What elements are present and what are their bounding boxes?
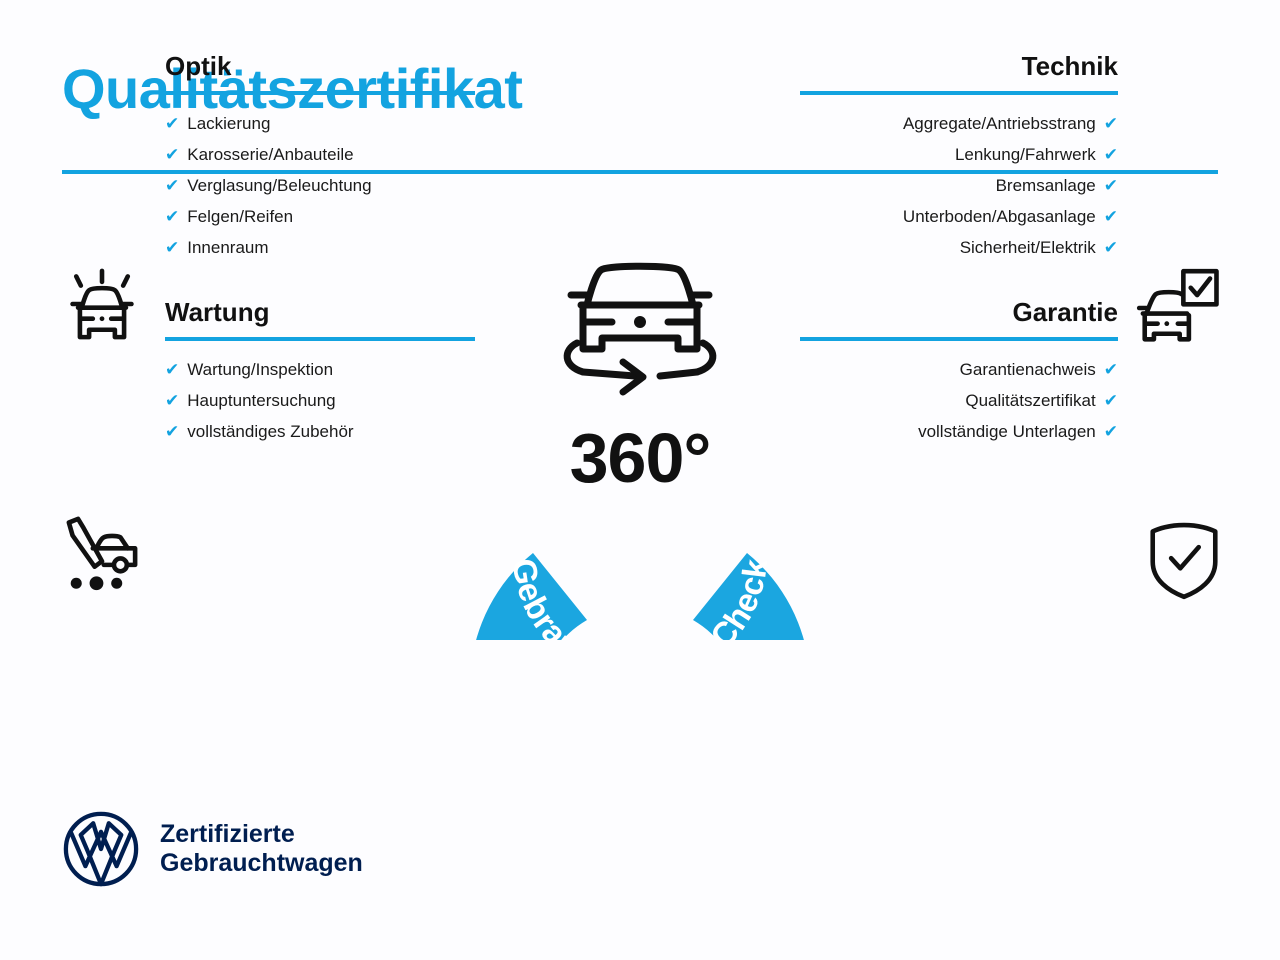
list-item-label: vollständige Unterlagen (918, 421, 1096, 441)
section-optik: Optik ✔ Lackierung ✔ Karosserie/Anbautei… (165, 52, 475, 272)
footer-line-1: Zertifizierte (160, 820, 295, 849)
list-item: ✔ Felgen/Reifen (165, 208, 475, 225)
check-icon: ✔ (1103, 421, 1118, 441)
list-item: ✔ Innenraum (165, 239, 475, 256)
list-item: Sicherheit/Elektrik ✔ (800, 239, 1118, 256)
check-icon: ✔ (1103, 113, 1118, 133)
section-technik-heading: Technik (1021, 51, 1118, 81)
section-garantie-list: Garantienachweis ✔ Qualitätszertifikat ✔… (800, 361, 1118, 440)
list-item-label: Bremsanlage (995, 175, 1096, 195)
check-icon: ✔ (1103, 175, 1118, 195)
check-icon: ✔ (165, 237, 180, 257)
check-icon: ✔ (1103, 237, 1118, 257)
list-item: Garantienachweis ✔ (800, 361, 1118, 378)
check-icon: ✔ (165, 144, 180, 164)
list-item-label: Lackierung (187, 113, 271, 133)
car-shine-icon (56, 258, 148, 350)
list-item: Qualitätszertifikat ✔ (800, 392, 1118, 409)
section-garantie: Garantie Garantienachweis ✔ Qualitätszer… (800, 298, 1118, 456)
section-technik: Technik Aggregate/Antriebsstrang ✔ Lenku… (800, 52, 1118, 272)
list-item: ✔ Hauptuntersuchung (165, 392, 475, 409)
page-title: Qualitätszertifikat (62, 57, 523, 120)
list-item-label: Verglasung/Beleuchtung (187, 175, 372, 195)
badge-arc-label: Gebrauchtwagen-Check (506, 556, 775, 640)
list-item-label: vollständiges Zubehör (187, 421, 354, 441)
list-item: Unterboden/Abgasanlage ✔ (800, 208, 1118, 225)
section-wartung-divider (165, 336, 475, 341)
list-item-label: Innenraum (187, 237, 269, 257)
list-item: ✔ Wartung/Inspektion (165, 361, 475, 378)
car-rotation-360-icon (563, 262, 717, 396)
list-item-label: Unterboden/Abgasanlage (902, 206, 1096, 226)
check-icon: ✔ (165, 421, 180, 441)
check-icon: ✔ (165, 175, 180, 195)
list-item: vollständige Unterlagen ✔ (800, 423, 1118, 440)
list-item-label: Wartung/Inspektion (187, 359, 334, 379)
section-wartung-list: ✔ Wartung/Inspektion ✔ Hauptuntersuchung… (165, 361, 475, 440)
list-item: ✔ Lackierung (165, 115, 475, 132)
list-item-label: Karosserie/Anbauteile (187, 144, 354, 164)
volkswagen-logo (62, 810, 140, 888)
check-icon: ✔ (165, 206, 180, 226)
title-divider (62, 170, 1218, 174)
list-item: Lenkung/Fahrwerk ✔ (800, 146, 1118, 163)
check-icon: ✔ (165, 359, 180, 379)
check-icon: ✔ (1103, 206, 1118, 226)
list-item-label: Hauptuntersuchung (187, 390, 336, 410)
list-item: ✔ vollständiges Zubehör (165, 423, 475, 440)
section-technik-divider (800, 90, 1118, 95)
check-icon: ✔ (165, 390, 180, 410)
section-garantie-heading: Garantie (1012, 297, 1119, 327)
footer-text: Zertifizierte Gebrauchtwagen (160, 820, 363, 878)
check-icon: ✔ (1103, 390, 1118, 410)
check-icon: ✔ (1103, 144, 1118, 164)
list-item: Bremsanlage ✔ (800, 177, 1118, 194)
badge-ring (476, 553, 804, 640)
car-service-tool-icon (56, 506, 148, 598)
section-optik-heading: Optik (165, 51, 232, 81)
list-item: ✔ Verglasung/Beleuchtung (165, 177, 475, 194)
footer-line-2: Gebrauchtwagen (160, 849, 363, 877)
list-item-label: Lenkung/Fahrwerk (954, 144, 1096, 164)
list-item: ✔ Karosserie/Anbauteile (165, 146, 475, 163)
check-icon: ✔ (1103, 359, 1118, 379)
section-technik-list: Aggregate/Antriebsstrang ✔ Lenkung/Fahrw… (800, 115, 1118, 256)
gebrauchtwagen-check-badge: Gebrauchtwagen-Check 360° (455, 250, 825, 640)
section-wartung-heading: Wartung (165, 297, 270, 327)
section-optik-divider (165, 90, 475, 95)
section-optik-list: ✔ Lackierung ✔ Karosserie/Anbauteile ✔ V… (165, 115, 475, 256)
check-icon: ✔ (165, 113, 180, 133)
section-wartung: Wartung ✔ Wartung/Inspektion ✔ Hauptunte… (165, 298, 475, 456)
car-checkbox-icon (1130, 262, 1222, 354)
list-item-label: Qualitätszertifikat (965, 390, 1096, 410)
list-item: Aggregate/Antriebsstrang ✔ (800, 115, 1118, 132)
list-item-label: Aggregate/Antriebsstrang (902, 113, 1096, 133)
list-item-label: Sicherheit/Elektrik (959, 237, 1096, 257)
footer-branding: Zertifizierte Gebrauchtwagen (62, 810, 363, 888)
badge-center-label: 360° (570, 419, 711, 497)
list-item-label: Felgen/Reifen (187, 206, 294, 226)
section-garantie-divider (800, 336, 1118, 341)
shield-check-icon (1138, 514, 1230, 606)
list-item-label: Garantienachweis (959, 359, 1096, 379)
